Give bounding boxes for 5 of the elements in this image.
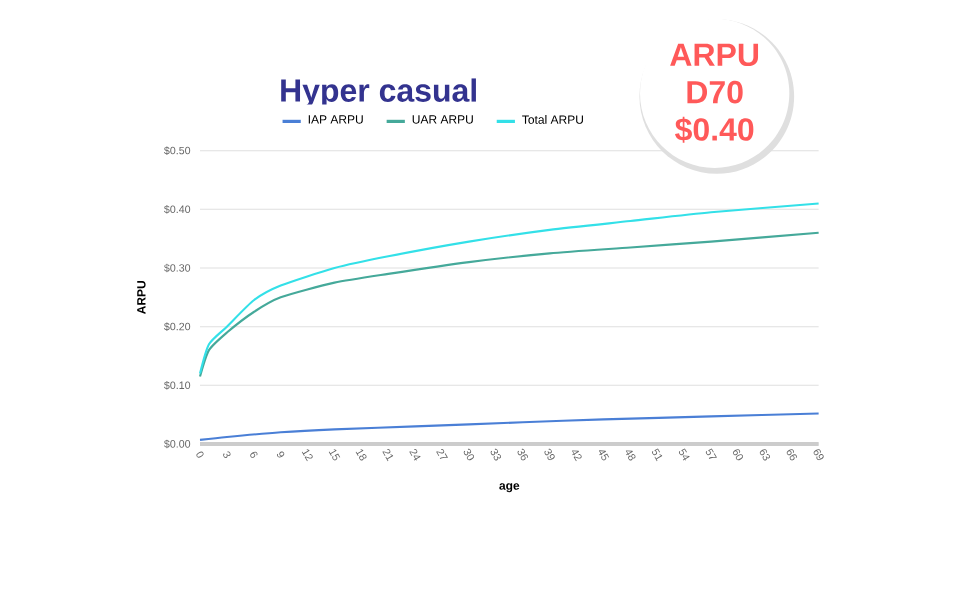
line-series: [198, 202, 820, 375]
chart-title: Hyper casual: [281, 78, 476, 109]
text: ARPU D70 $0.40: [670, 43, 759, 143]
line-series: [198, 231, 820, 378]
line-series: [198, 412, 820, 441]
